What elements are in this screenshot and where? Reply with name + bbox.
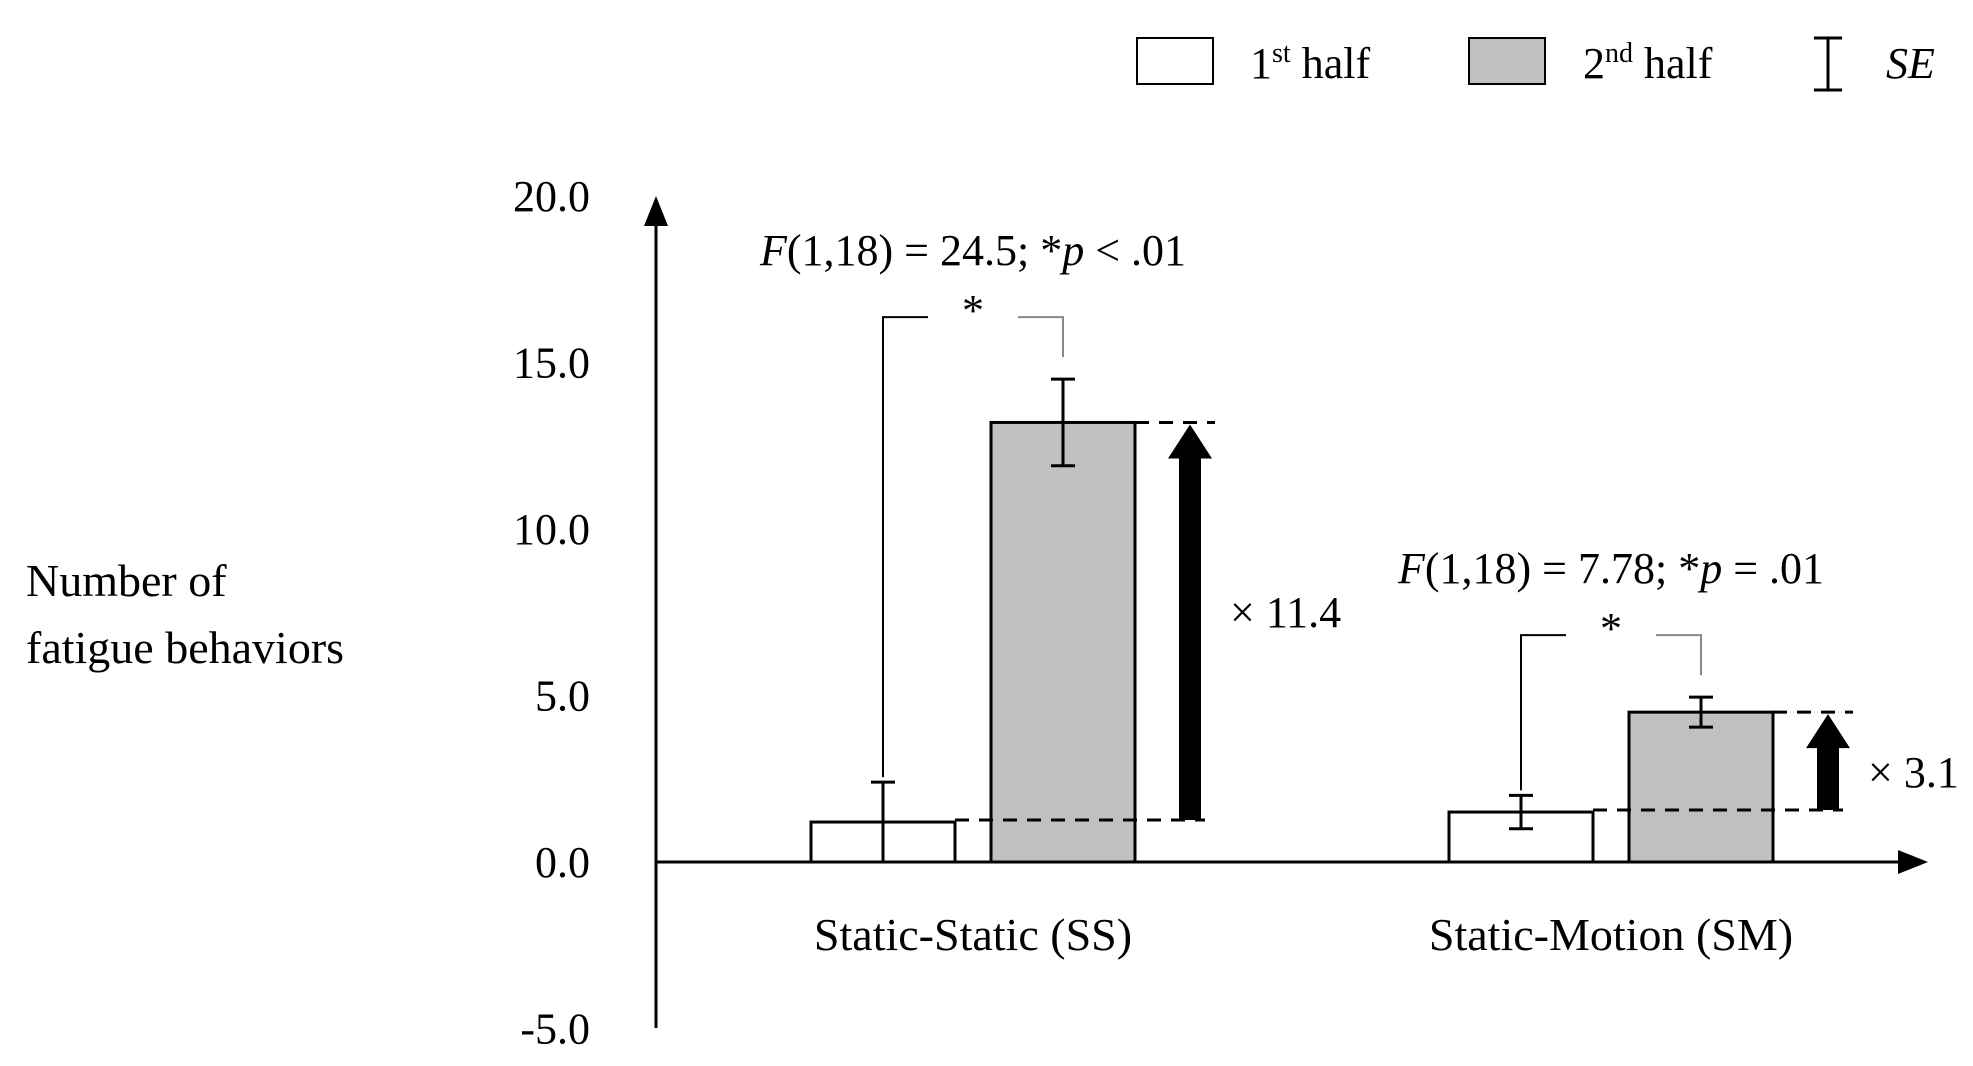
y-tick-label: -5.0 xyxy=(520,1005,590,1054)
significance-star: * xyxy=(962,286,984,335)
y-tick-label: 0.0 xyxy=(535,838,590,887)
increase-arrow-head xyxy=(1168,424,1212,459)
error-bar-1st-half xyxy=(1509,793,1533,831)
legend: 1st half 2nd half SE xyxy=(1136,36,1935,92)
legend-swatch-1st-half xyxy=(1136,37,1214,85)
legend-label-se: SE xyxy=(1886,39,1935,88)
x-category-label: Static-Static (SS) xyxy=(814,909,1132,960)
y-tick-label: 20.0 xyxy=(513,172,590,221)
error-bar-2nd-half xyxy=(1051,377,1075,468)
bars xyxy=(809,420,1775,864)
bar-2nd-half xyxy=(989,420,1137,864)
stat-label: F(1,18) = 7.78; *p = .01 xyxy=(1397,544,1824,593)
legend-label-1st-half: 1st half xyxy=(1250,38,1370,88)
legend-swatch-2nd-half xyxy=(1468,37,1546,85)
y-axis-arrow xyxy=(644,196,668,226)
legend-label-2nd-half: 2nd half xyxy=(1583,38,1713,88)
significance-bracket xyxy=(1520,634,1702,791)
error-bar-2nd-half xyxy=(1689,695,1713,729)
legend-se-icon xyxy=(1814,36,1842,92)
annotations: × 11.4 * F(1,18) = 24.5; *p < .01 × 3.1 * F(1… xyxy=(759,226,1959,822)
x-axis-categories: Static-Static (SS) Static-Motion (SM) xyxy=(814,909,1793,960)
axes xyxy=(644,196,1928,1028)
significance-star: * xyxy=(1600,604,1622,653)
x-category-label: Static-Motion (SM) xyxy=(1429,909,1793,960)
ratio-label: × 11.4 xyxy=(1230,588,1341,637)
stat-label: F(1,18) = 24.5; *p < .01 xyxy=(759,226,1186,275)
y-tick-label: 15.0 xyxy=(513,339,590,388)
ratio-label: × 3.1 xyxy=(1868,748,1959,797)
y-tick-label: 10.0 xyxy=(513,505,590,554)
y-tick-label: 5.0 xyxy=(535,672,590,721)
y-axis-ticks: 20.0 15.0 10.0 5.0 0.0 -5.0 xyxy=(513,172,590,1054)
x-axis-arrow xyxy=(1898,850,1928,874)
y-axis-label-line2: fatigue behaviors xyxy=(26,622,344,673)
increase-arrow-head xyxy=(1806,714,1850,749)
significance-bracket xyxy=(882,316,1064,778)
y-axis-label: Number of xyxy=(26,555,227,606)
bar-2nd-half xyxy=(1627,710,1775,864)
